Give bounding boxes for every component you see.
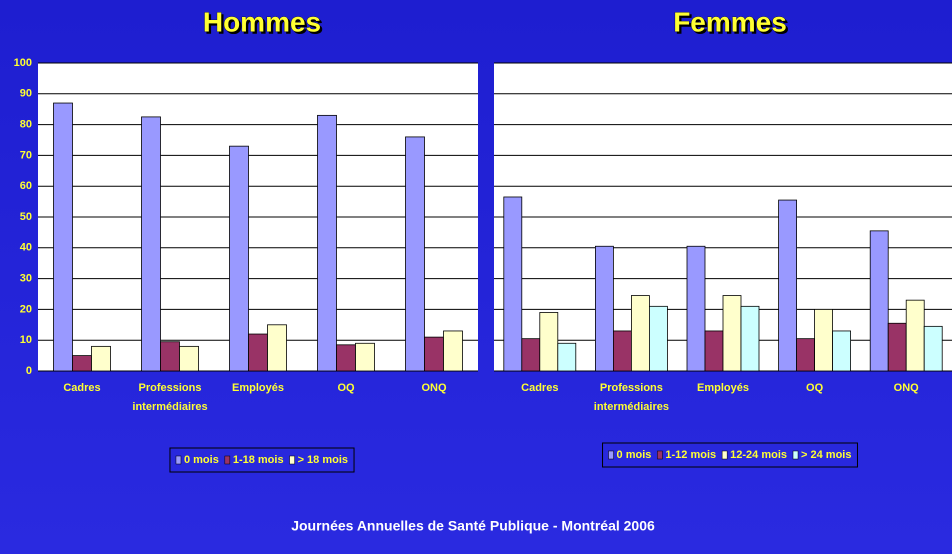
bar [923, 325, 943, 372]
bar [336, 344, 356, 372]
x-tick-label: Professions intermédiaires [593, 382, 669, 413]
footer: Journées Annuelles de Santé Publique - M… [291, 518, 655, 534]
bar [557, 342, 577, 372]
bar [778, 199, 797, 372]
bar [905, 299, 925, 372]
bar [796, 338, 815, 372]
legend-label: 0 mois [617, 449, 652, 461]
y-tick-label: 60 [20, 180, 32, 192]
bar [317, 114, 337, 372]
x-tick-label-box: Professions intermédiaires [593, 382, 669, 413]
bar [405, 136, 425, 372]
x-tick-label-box: Cadres [521, 382, 559, 394]
x-tick-label-box: Cadres [63, 382, 101, 394]
bar [539, 312, 559, 372]
x-tick-label-box: ONQ [893, 382, 919, 394]
y-tick-label: 20 [20, 303, 32, 315]
bar [649, 305, 668, 372]
bar [424, 336, 444, 372]
legend-swatch [175, 455, 182, 465]
legend-swatch [289, 455, 295, 465]
bar [160, 341, 180, 372]
legend-swatch [224, 455, 231, 465]
legend-swatch [657, 450, 663, 460]
y-tick-label: 30 [20, 273, 32, 285]
bar [613, 330, 632, 372]
y-tick-label: 100 [14, 57, 32, 69]
bar [740, 305, 760, 372]
bar [521, 338, 541, 372]
x-tick-label: ONQ [421, 382, 447, 394]
bar [814, 308, 833, 372]
legend: 0 mois 1-12 mois 12-24 mois > 24 mois [608, 449, 851, 461]
y-tick-label: 10 [20, 334, 32, 346]
x-tick-label: Employés [232, 382, 284, 394]
x-tick-label-box: ONQ [421, 382, 447, 394]
legend: 0 mois 1-18 mois > 18 mois [175, 454, 348, 466]
x-tick-label: Employés [697, 382, 749, 394]
bar [72, 355, 92, 372]
bar [704, 330, 724, 372]
bar [722, 295, 742, 372]
x-tick-label-box: OQ [337, 382, 355, 394]
bar [179, 345, 199, 372]
bar [53, 102, 73, 372]
bar [355, 342, 375, 372]
bar [686, 245, 706, 372]
x-tick-label-box: Employés [697, 382, 749, 394]
bar [595, 245, 614, 372]
y-tick-label: 80 [20, 119, 32, 131]
legend-swatch [792, 450, 799, 460]
bar [267, 324, 287, 372]
x-tick-label-box: OQ [806, 382, 824, 394]
legend-label: > 24 mois [801, 449, 851, 461]
bar [887, 322, 907, 372]
bar [141, 116, 161, 372]
legend-box [169, 447, 355, 473]
legend-label: 1-18 mois [233, 454, 284, 466]
y-tick-label: 0 [26, 365, 32, 377]
bar [631, 295, 650, 372]
legend-label: > 18 mois [298, 454, 348, 466]
x-tick-label: Cadres [521, 382, 559, 394]
bar [503, 196, 523, 372]
chart-title: Femmes [673, 6, 787, 37]
legend-swatch [721, 450, 728, 460]
x-tick-label: Professions intermédiaires [132, 382, 208, 413]
bar [248, 333, 268, 372]
legend-label: 0 mois [184, 454, 219, 466]
bar [443, 330, 463, 372]
chart-title: Hommes [203, 6, 321, 37]
y-tick-label: 70 [20, 149, 32, 161]
bar [91, 345, 111, 372]
y-tick-label: 90 [20, 88, 32, 100]
x-tick-label: OQ [806, 382, 824, 394]
bar [869, 230, 889, 372]
x-tick-label: OQ [337, 382, 355, 394]
y-tick-label: 40 [20, 242, 32, 254]
legend-label: 1-12 mois [665, 449, 716, 461]
legend-swatch [608, 450, 614, 460]
legend-label: 12-24 mois [730, 449, 787, 461]
x-tick-label-box: Professions intermédiaires [132, 382, 208, 413]
bar [832, 330, 851, 372]
bar [229, 145, 249, 372]
legend-box [602, 442, 858, 468]
x-tick-label: ONQ [893, 382, 919, 394]
x-tick-label-box: Employés [232, 382, 284, 394]
y-tick-label: 50 [20, 211, 32, 223]
x-tick-label: Cadres [63, 382, 101, 394]
